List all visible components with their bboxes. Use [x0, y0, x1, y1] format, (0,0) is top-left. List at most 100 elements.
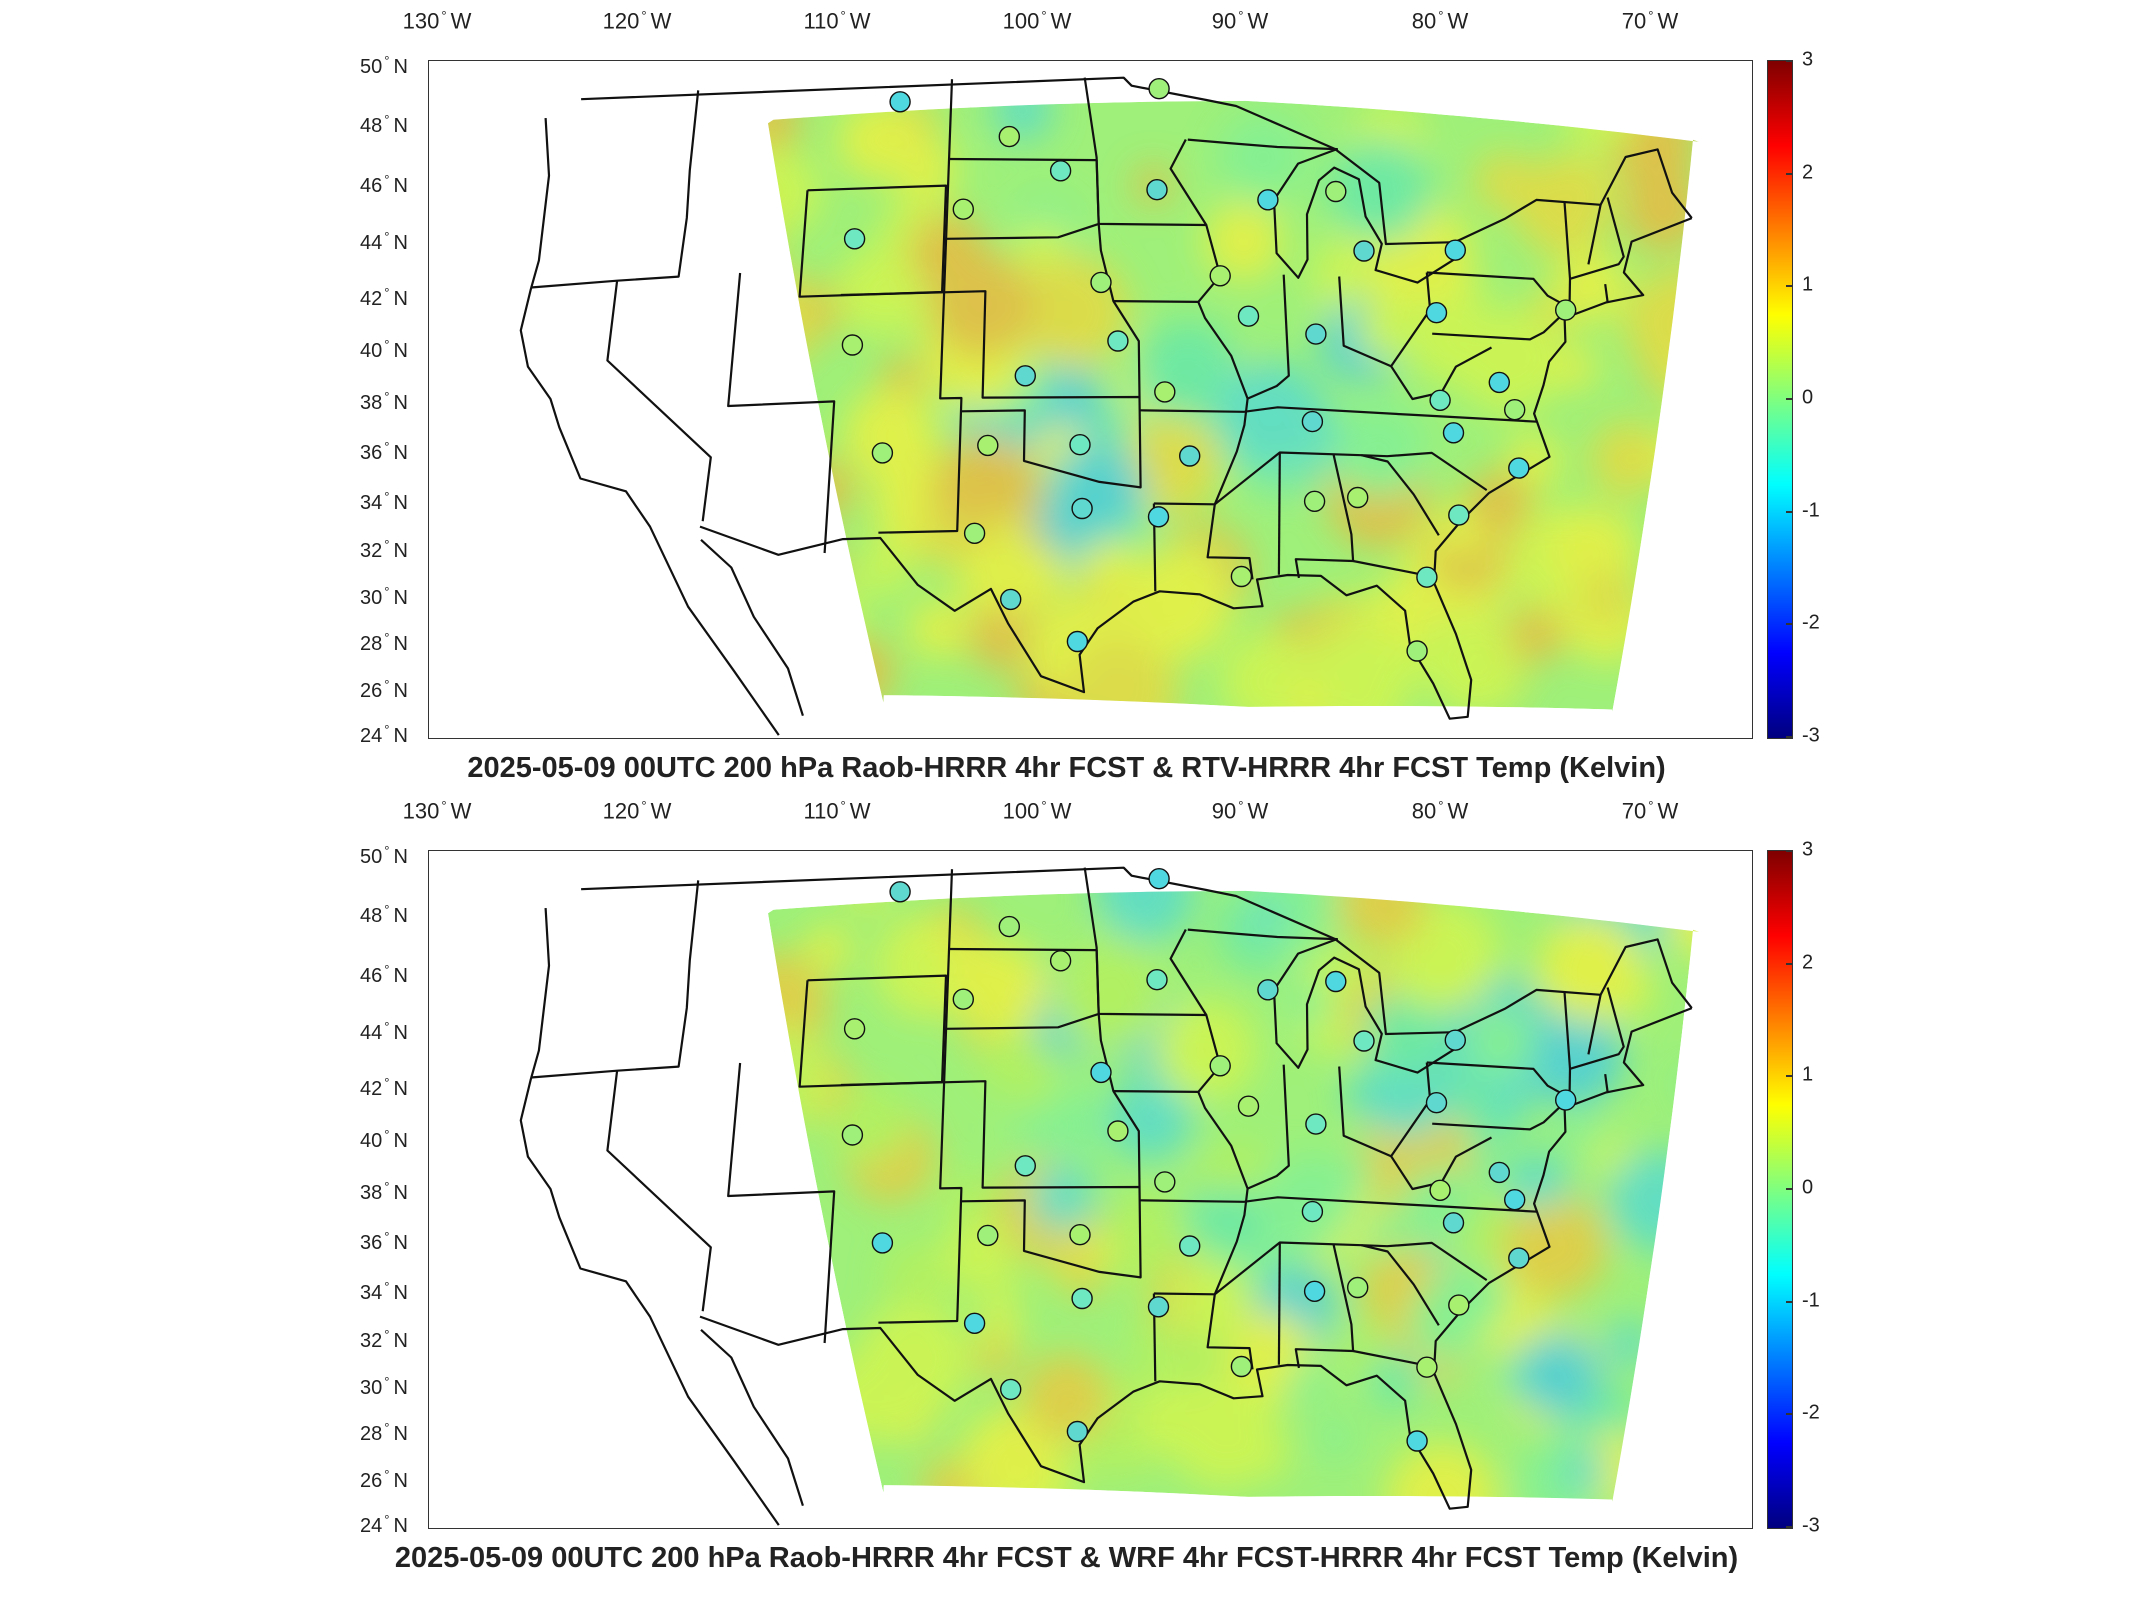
field-anomaly — [768, 591, 836, 704]
panel-top: 130 ° W 120 ° W 110 ° W 100 ° W 90 ° W 80 ° W 70 ° W 50 ° N 48 °… — [360, 8, 1820, 784]
latitude-tick-label: 28 ° N — [360, 1420, 408, 1445]
raob-station-marker — [1303, 490, 1326, 512]
map-area — [428, 850, 1753, 1529]
field-anomaly — [791, 458, 854, 521]
latitude-tick-label: 50 ° N — [360, 53, 408, 78]
state-boundary — [1604, 1073, 1609, 1093]
state-boundary — [1083, 77, 1208, 227]
raob-station-marker — [1147, 1296, 1170, 1318]
field-anomaly — [1155, 999, 1258, 1101]
colorbar-tick-label: -3 — [1802, 1514, 1820, 1537]
latitude-tick-label: 30 ° N — [360, 584, 408, 609]
raob-station-marker — [1554, 299, 1577, 321]
field-anomaly — [1203, 201, 1284, 282]
raob-station-marker — [1066, 630, 1089, 653]
latitude-tick-label: 50 ° N — [360, 843, 408, 868]
raob-station-marker — [1107, 330, 1129, 352]
latitude-tick-label: 48 ° N — [360, 112, 408, 137]
field-anomaly — [957, 534, 1047, 624]
field-anomaly — [1285, 979, 1332, 1026]
colorbar-tick-label: 2 — [1802, 161, 1814, 184]
raob-station-marker — [1425, 1091, 1448, 1114]
raob-station-marker — [841, 1124, 864, 1146]
raob-station-marker — [843, 1018, 866, 1040]
raob-station-marker — [1301, 410, 1324, 433]
state-boundary — [1569, 197, 1625, 280]
raob-station-marker — [1066, 1420, 1089, 1443]
raob-station-marker — [1429, 1179, 1451, 1201]
state-boundary — [1277, 1242, 1281, 1365]
field-anomaly — [595, 318, 691, 414]
field-anomaly — [1562, 100, 1641, 147]
field-anomaly — [643, 203, 689, 249]
state-boundary — [1277, 452, 1281, 575]
raob-station-marker — [1347, 1276, 1369, 1299]
state-boundary — [1247, 1064, 1290, 1190]
field-anomaly — [1589, 421, 1666, 498]
raob-station-marker — [1416, 1356, 1438, 1378]
colorbar-tick-mark — [1786, 1526, 1793, 1528]
raob-station-marker — [1237, 305, 1260, 327]
raob-station-marker — [1325, 180, 1347, 203]
field-anomaly — [651, 1432, 739, 1520]
raob-station-marker — [871, 442, 894, 464]
latitude-tick-label: 26 ° N — [360, 677, 408, 702]
raob-station-marker — [1071, 497, 1093, 520]
latitude-tick-label: 32 ° N — [360, 1327, 408, 1352]
field-anomaly — [1466, 470, 1532, 536]
colorbar-tick-mark — [1786, 1413, 1793, 1415]
field-anomaly — [1664, 890, 1700, 958]
raob-station-marker — [952, 988, 974, 1010]
panel-title: 2025-05-09 00UTC 200 hPa Raob-HRRR 4hr F… — [467, 752, 1666, 784]
boundaries — [519, 866, 1693, 1526]
latitude-tick-label: 40 ° N — [360, 337, 408, 362]
field-anomaly — [915, 510, 972, 568]
raob-station-marker — [1154, 1171, 1176, 1193]
longitude-tick-label: 90 ° W — [1211, 8, 1269, 34]
field-anomaly — [1624, 267, 1700, 382]
colorbar — [1767, 60, 1793, 739]
state-boundary — [1432, 201, 1572, 341]
field-anomaly — [1507, 606, 1565, 663]
field-anomaly — [768, 149, 822, 235]
field-anomaly — [1426, 618, 1526, 712]
field-anomaly — [605, 72, 701, 168]
colorbar-tick-label: -2 — [1802, 1401, 1820, 1424]
field-anomaly — [768, 612, 808, 712]
colorbar-tick-label: 0 — [1802, 1176, 1814, 1199]
south-coast-border — [699, 1007, 1693, 1510]
field-anomaly — [1604, 1320, 1652, 1368]
raob-station-marker — [1444, 1029, 1467, 1051]
field-anomaly — [1513, 156, 1613, 256]
longitude-tick-label: 110 ° W — [803, 8, 871, 34]
raob-station-marker — [998, 915, 1020, 938]
field-anomaly — [586, 964, 676, 1054]
state-boundary — [1139, 406, 1538, 423]
longitude-tick-label: 130 ° W — [402, 8, 472, 34]
field-anomaly — [883, 935, 950, 1002]
colorbar-tick-label: -1 — [1802, 1289, 1820, 1312]
field-anomaly — [709, 976, 752, 1019]
raob-station-marker — [1069, 1224, 1091, 1246]
state-boundary — [1426, 271, 1571, 309]
field-anomaly — [768, 100, 781, 170]
raob-station-marker — [1179, 1235, 1201, 1257]
field-anomaly — [701, 514, 753, 566]
field-anomaly — [659, 546, 708, 595]
colorbar-tick-mark — [1786, 60, 1793, 62]
colorbar-tick-label: 0 — [1802, 386, 1814, 409]
raob-station-marker — [1325, 970, 1347, 993]
field-anomaly — [648, 1237, 693, 1282]
raob-station-marker — [1488, 371, 1511, 394]
raob-station-marker — [1230, 565, 1253, 588]
latitude-tick-label: 46 ° N — [360, 962, 408, 987]
raob-station-marker — [1353, 240, 1375, 262]
field-anomaly — [894, 137, 957, 200]
field-anomaly — [681, 1482, 732, 1528]
field-anomaly — [671, 1155, 713, 1197]
field-anomaly — [1122, 550, 1232, 661]
raob-station-marker — [1508, 457, 1530, 479]
latitude-tick-label: 24 ° N — [360, 1512, 408, 1537]
field-anomaly — [1082, 541, 1137, 597]
raob-station-marker — [1146, 178, 1168, 201]
